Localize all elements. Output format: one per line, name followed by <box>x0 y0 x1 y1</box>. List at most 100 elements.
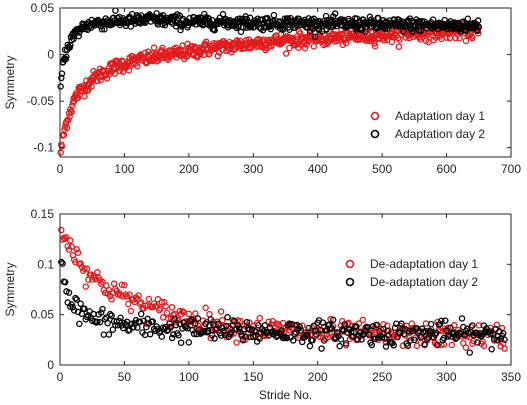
x-tick-label: 0 <box>57 162 64 176</box>
data-point <box>134 324 141 331</box>
data-point <box>114 58 122 66</box>
data-point <box>353 323 360 330</box>
data-point <box>436 320 444 328</box>
data-point <box>429 16 437 23</box>
x-tick-label: 600 <box>437 162 457 176</box>
data-point <box>136 318 144 326</box>
data-point <box>202 304 209 312</box>
data-point <box>390 342 397 349</box>
data-point <box>318 345 325 352</box>
data-point <box>67 237 74 244</box>
legend: Adaptation day 1 Adaptation day 2 <box>370 109 485 141</box>
data-point <box>186 317 194 325</box>
data-point <box>319 319 327 326</box>
data-point <box>94 77 101 85</box>
data-point <box>359 316 367 324</box>
data-point <box>113 318 120 325</box>
data-point <box>391 34 398 41</box>
data-point <box>243 318 251 326</box>
data-point <box>291 330 298 338</box>
data-point <box>98 26 106 33</box>
data-point <box>117 314 124 322</box>
data-point <box>60 234 68 241</box>
data-point <box>409 324 417 332</box>
data-point <box>76 320 83 328</box>
legend: De-adaptation day 1 De-adaptation day 2 <box>345 257 478 289</box>
data-point <box>70 35 77 43</box>
data-point <box>61 278 69 286</box>
data-point <box>329 316 337 324</box>
data-point <box>64 243 71 250</box>
data-point <box>241 45 248 52</box>
data-point <box>500 330 507 337</box>
data-point <box>114 321 122 329</box>
data-point <box>309 336 316 344</box>
data-point <box>474 27 481 35</box>
data-point <box>296 323 303 330</box>
data-point <box>433 329 440 337</box>
data-point <box>166 320 173 327</box>
data-point <box>220 327 227 335</box>
data-point <box>108 296 115 303</box>
data-point <box>244 325 252 332</box>
y-tick-label: -0.1 <box>33 141 54 155</box>
data-point <box>331 10 339 17</box>
data-point <box>261 322 269 329</box>
data-point <box>134 62 141 70</box>
adaptation-panel: 0 100 200 300 400 500 600 700 -0.1 -0.05 0 0.05 Symm… <box>3 1 521 176</box>
y-axis-label: Symmetry <box>3 56 17 110</box>
data-point <box>194 315 202 322</box>
data-point <box>175 332 182 339</box>
data-point <box>413 342 421 350</box>
data-point <box>385 332 392 339</box>
data-point <box>69 99 77 106</box>
data-point <box>342 39 350 47</box>
x-tick-label: 250 <box>372 370 392 384</box>
data-point <box>337 336 345 343</box>
data-point <box>438 317 445 325</box>
data-point <box>425 38 432 46</box>
data-point <box>137 310 145 318</box>
data-point <box>322 12 330 20</box>
data-point <box>103 282 110 289</box>
data-point <box>427 320 435 328</box>
data-point <box>463 325 471 333</box>
x-tick-label: 200 <box>179 162 199 176</box>
data-point <box>487 330 494 338</box>
data-point <box>420 328 427 335</box>
data-point <box>493 336 501 344</box>
data-point <box>416 36 424 43</box>
data-point <box>462 344 470 351</box>
data-point <box>246 14 254 22</box>
data-point <box>162 302 169 310</box>
data-point <box>434 341 441 349</box>
data-point <box>405 328 413 335</box>
data-point <box>111 70 119 77</box>
data-point <box>469 34 476 42</box>
data-point <box>150 44 158 51</box>
axes-box <box>59 213 512 366</box>
data-point <box>369 322 377 330</box>
x-axis-label: Stride No. <box>259 388 312 402</box>
data-point <box>134 295 141 303</box>
data-point <box>77 260 84 267</box>
data-point <box>260 36 267 43</box>
series-1-points <box>58 258 508 356</box>
data-point <box>366 331 373 338</box>
legend-marker <box>370 129 380 139</box>
data-point <box>172 321 180 329</box>
data-point <box>69 304 77 311</box>
data-point <box>72 294 79 302</box>
data-point <box>338 326 346 333</box>
data-point <box>336 342 343 350</box>
data-point <box>247 333 254 341</box>
data-point <box>188 316 195 323</box>
deadaptation-panel: 0 50 100 150 200 250 300 350 0 0.05 0.1 0.15 Symmetr… <box>3 207 521 402</box>
data-point <box>73 296 81 303</box>
data-point <box>456 35 463 42</box>
data-point <box>154 21 162 28</box>
data-point <box>286 44 293 52</box>
data-point <box>183 53 191 60</box>
data-point <box>121 281 128 289</box>
data-point <box>168 334 176 342</box>
